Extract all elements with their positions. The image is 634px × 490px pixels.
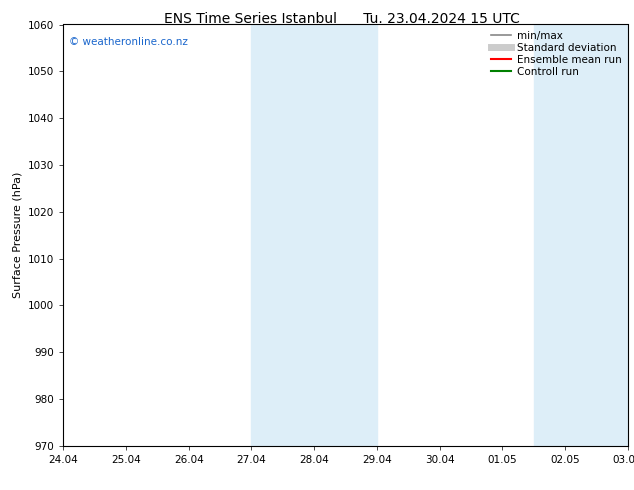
- Text: ENS Time Series Istanbul      Tu. 23.04.2024 15 UTC: ENS Time Series Istanbul Tu. 23.04.2024 …: [164, 12, 521, 26]
- Bar: [534, 24, 628, 446]
- Text: © weatheronline.co.nz: © weatheronline.co.nz: [69, 37, 188, 47]
- Y-axis label: Surface Pressure (hPa): Surface Pressure (hPa): [13, 172, 23, 298]
- Bar: [252, 24, 377, 446]
- Legend: min/max, Standard deviation, Ensemble mean run, Controll run: min/max, Standard deviation, Ensemble me…: [486, 26, 626, 81]
